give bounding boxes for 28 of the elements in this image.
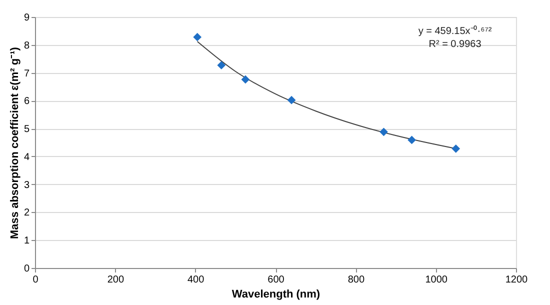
point xyxy=(193,32,202,42)
x-tick-label: 1200 xyxy=(505,274,528,286)
annotation: y = 459.15x⁻⁰·⁶⁷² xyxy=(418,25,492,37)
point xyxy=(380,128,388,136)
y-tick-label: 1 xyxy=(24,236,30,247)
y-axis-title: Mass absorption coefficient ε(m² g⁻¹) xyxy=(8,46,21,239)
x-tick-label: 800 xyxy=(348,274,365,286)
annotation: R² = 0.9963 xyxy=(428,39,482,50)
y-tick-label: 3 xyxy=(24,180,30,191)
point xyxy=(217,61,226,70)
point xyxy=(287,96,296,104)
x-tick-label: 1000 xyxy=(425,274,448,286)
y-tick-label: 9 xyxy=(24,12,30,24)
y-tick-label: 5 xyxy=(24,124,30,136)
y-tick-label: 6 xyxy=(24,96,30,108)
y-tick-label: 8 xyxy=(24,40,30,52)
x-tick-label: 400 xyxy=(187,274,205,286)
y-tick-label: 4 xyxy=(24,152,30,163)
point xyxy=(408,136,416,144)
x-axis-title: Wavelength (nm) xyxy=(232,288,320,300)
x-tick-label: 200 xyxy=(107,274,124,286)
y-tick-label: 2 xyxy=(24,208,30,219)
point xyxy=(241,75,250,84)
point xyxy=(452,144,460,153)
y-tick-label: 0 xyxy=(24,264,30,274)
y-tick-label: 7 xyxy=(24,68,30,80)
x-tick-label: 600 xyxy=(268,274,285,286)
x-tick-label: 0 xyxy=(32,274,39,286)
